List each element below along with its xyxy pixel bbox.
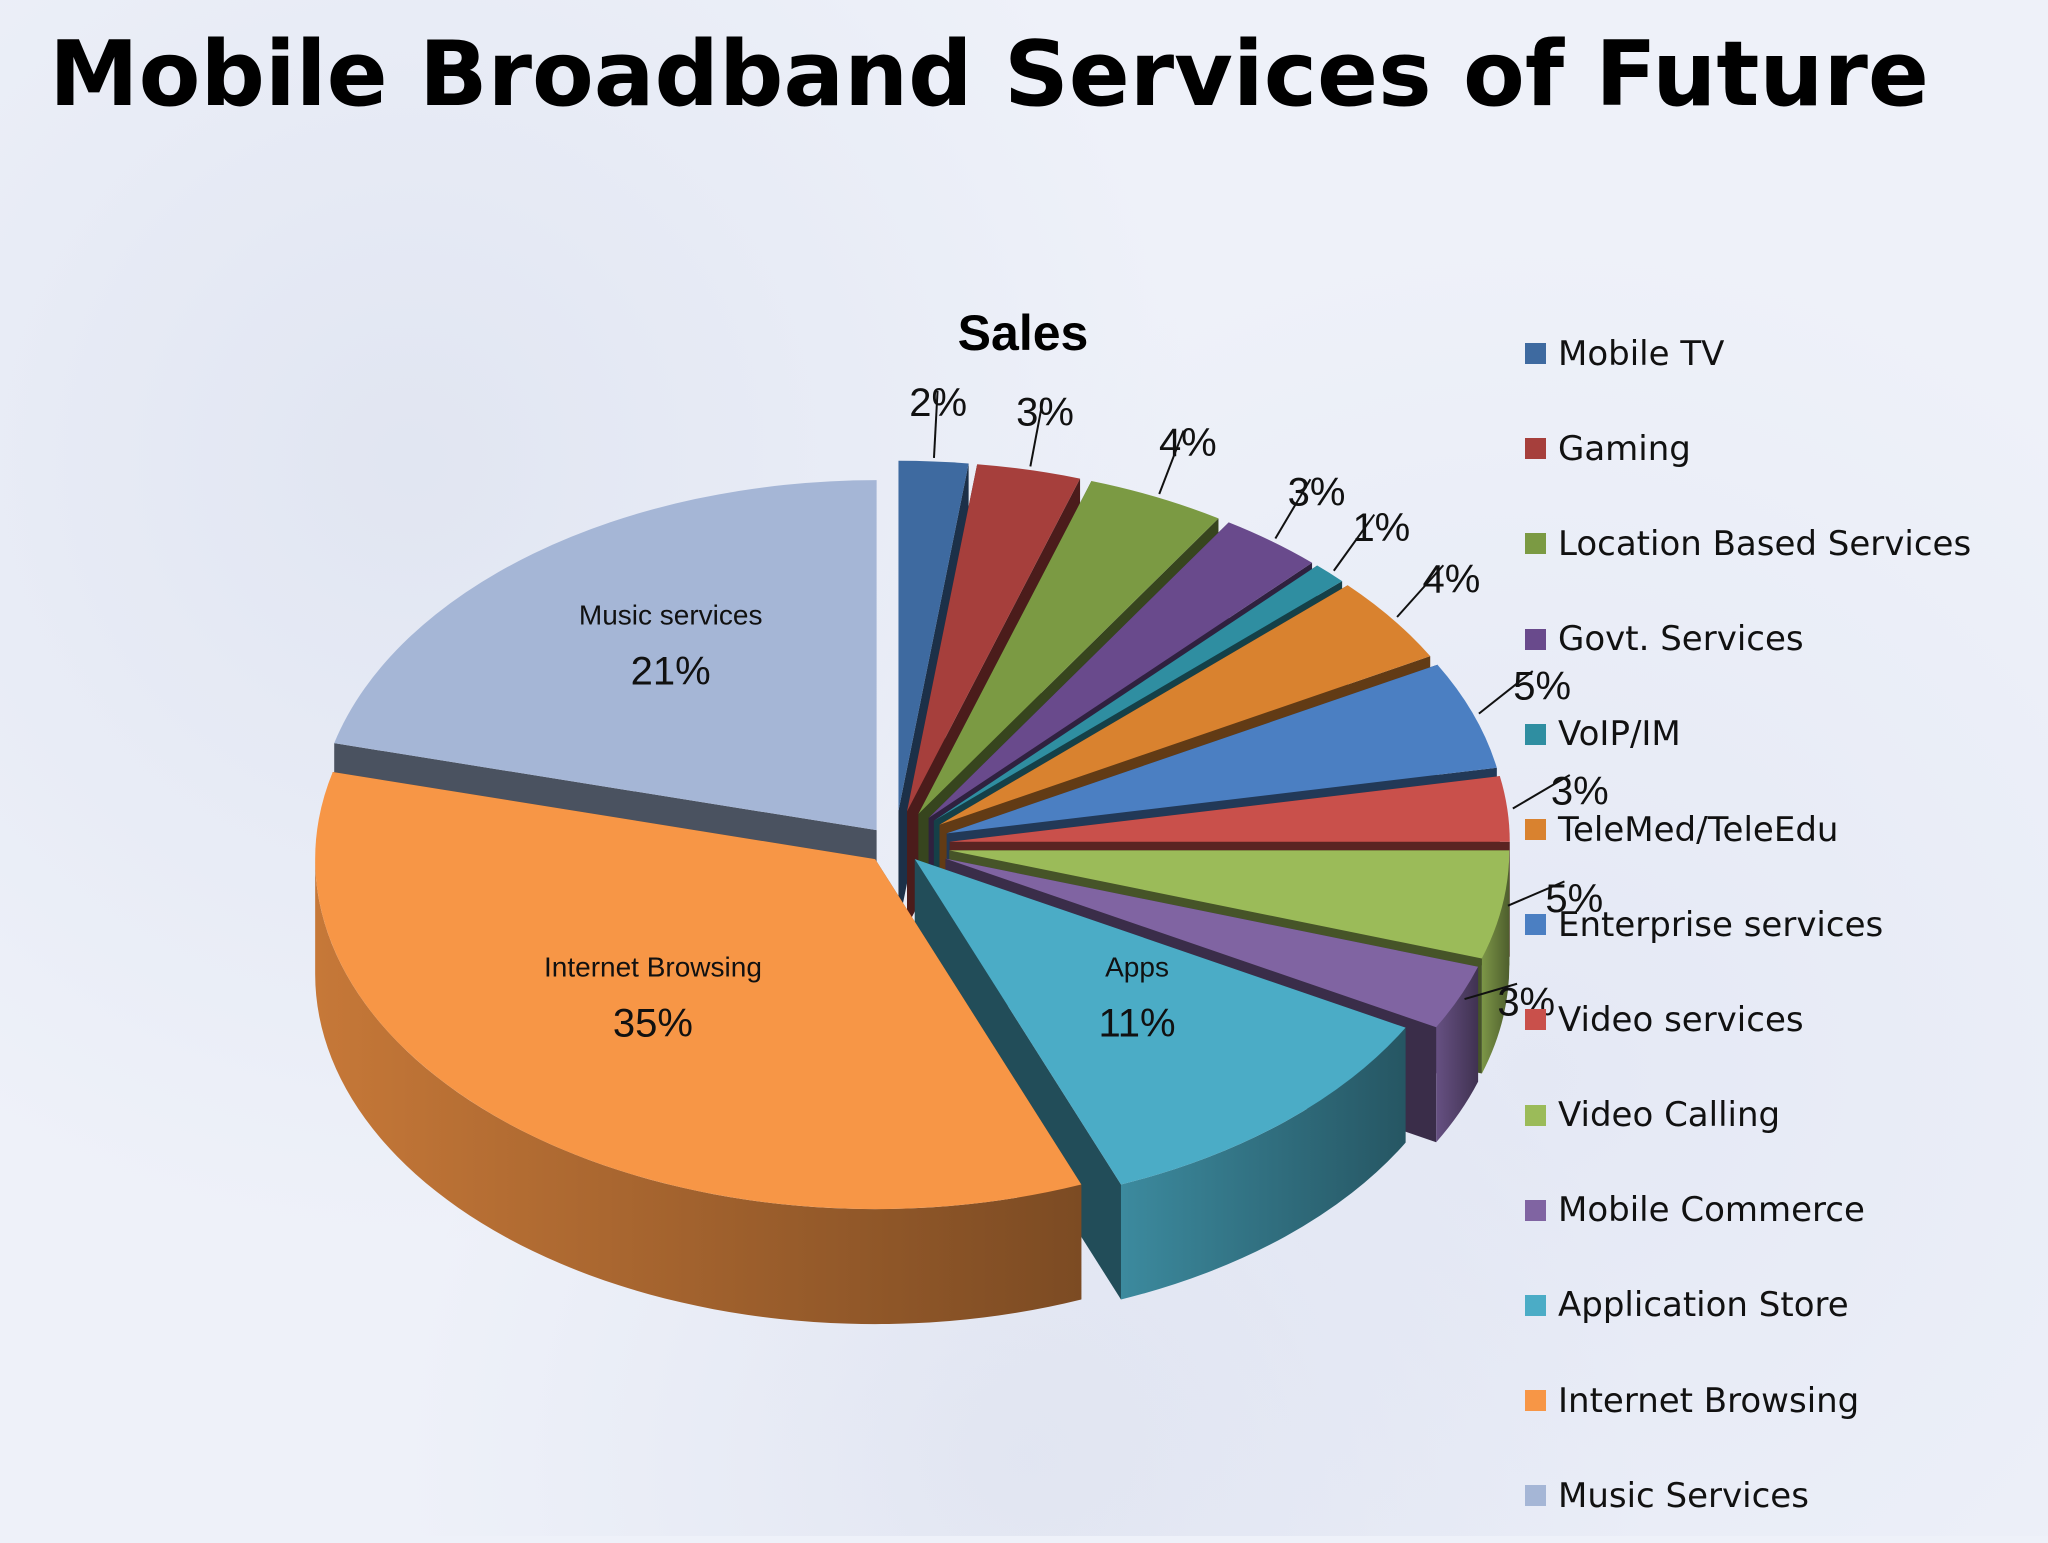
leader-line-gaming [1029,400,1044,467]
legend-swatch [1525,533,1546,555]
legend-label: VoIP/IM [1558,714,1681,755]
legend-swatch [1525,1485,1546,1507]
pie-slice-location-based-services [918,481,1219,814]
slice-rim-internet-browsing [315,859,1082,1325]
pie-slice-application-store [914,859,1406,1185]
legend-item-telemed-teleedu: TeleMed/TeleEdu [1525,782,2025,877]
legend-item-mobile-commerce: Mobile Commerce [1525,1163,2025,1258]
pie-slice-video-services [949,776,1510,842]
legend-label: Music Services [1558,1475,1809,1516]
legend-label: Govt. Services [1558,619,1804,660]
data-label-telemed-teleedu: 4% [1423,557,1481,601]
legend-item-voip-im: VoIP/IM [1525,687,2025,782]
legend-swatch [1525,1009,1546,1031]
leader-line-location-based-services [1158,430,1185,495]
legend-label: Mobile Commerce [1558,1190,1865,1231]
legend-item-video-services: Video services [1525,972,2025,1067]
data-label-voip-im: 1% [1352,506,1410,550]
legend-swatch [1525,438,1546,460]
legend-label: Video services [1558,999,1804,1040]
legend-swatch [1525,1294,1546,1316]
pie-slice-video-calling [949,850,1510,959]
pie-slice-mobile-commerce [945,858,1479,1028]
legend-swatch [1525,819,1546,841]
data-label-internet-browsing: 35% [613,1002,693,1046]
legend-label: Location Based Services [1558,523,1972,564]
chart-title: Sales [958,305,1089,361]
leader-line-video-calling [1507,880,1565,907]
data-label-mobile-tv: 2% [909,381,967,425]
legend-swatch [1525,1199,1546,1221]
chart-legend: Mobile TV Gaming Location Based Services Go… [1525,306,2025,1543]
slice-annotation-music-services: Music services [579,599,763,630]
data-label-gaming: 3% [1016,390,1074,434]
legend-item-gaming: Gaming [1525,401,2025,496]
leader-line-govt-services [1274,478,1312,540]
leader-lines [932,390,1571,1001]
pie-slice-internet-browsing [315,772,1082,1210]
slice-annotation-application-store: Apps [1105,952,1169,983]
legend-swatch [1525,914,1546,936]
legend-label: Mobile TV [1558,333,1725,374]
leader-line-telemed-teleedu [1396,564,1445,618]
legend-label: Internet Browsing [1558,1380,1860,1421]
legend-label: Enterprise services [1558,904,1884,945]
leader-line-mobile-tv [932,390,939,458]
pie-slice-gaming [906,464,1081,812]
slice-rim-mobile-commerce [1436,966,1479,1143]
slice-rim-application-store [1120,1027,1406,1300]
data-label-application-store: 11% [1098,1002,1175,1046]
leader-line-enterprise-services [1478,670,1534,715]
leader-line-mobile-commerce [1464,982,1518,1001]
legend-item-govt-services: Govt. Services [1525,592,2025,687]
legend-item-video-calling: Video Calling [1525,1068,2025,1163]
legend-label: Video Calling [1558,1095,1781,1136]
leader-line-video-services [1512,774,1571,810]
slice-rim-video-calling [1481,850,1510,1074]
legend-item-location-based-services: Location Based Services [1525,496,2025,591]
slide-title: Mobile Broadband Services of Future [49,22,1929,127]
legend-swatch [1525,1390,1546,1412]
pie-slice-music-services [334,480,877,831]
data-label-video-calling: 5% [1545,877,1603,921]
legend-item-enterprise-services: Enterprise services [1525,877,2025,972]
legend-swatch [1525,343,1546,365]
slice-annotation-internet-browsing: Internet Browsing [544,952,762,983]
data-label-govt-services: 3% [1288,470,1346,514]
legend-swatch [1525,723,1546,745]
legend-label: Application Store [1558,1285,1849,1326]
legend-item-internet-browsing: Internet Browsing [1525,1353,2025,1448]
legend-label: TeleMed/TeleEdu [1558,809,1839,850]
legend-swatch [1525,1104,1546,1126]
legend-swatch [1525,628,1546,650]
pie-slice-mobile-tv [898,460,969,811]
data-label-location-based-services: 4% [1159,421,1217,465]
pie-slice-enterprise-services [946,664,1497,834]
data-label-music-services: 21% [631,649,711,693]
legend-item-application-store: Application Store [1525,1258,2025,1353]
legend-label: Gaming [1558,428,1691,469]
legend-item-music-services: Music Services [1525,1448,2025,1543]
pie-slice-govt-services [928,522,1313,818]
pie-slice-tops [315,460,1510,1210]
pie-slice-telemed-teleedu [939,585,1431,825]
pie-slice-voip-im [933,565,1343,821]
leader-line-voip-im [1333,513,1376,572]
data-label-video-services: 3% [1551,770,1609,814]
legend-item-mobile-tv: Mobile TV [1525,306,2025,401]
data-label-enterprise-services: 5% [1513,664,1571,708]
